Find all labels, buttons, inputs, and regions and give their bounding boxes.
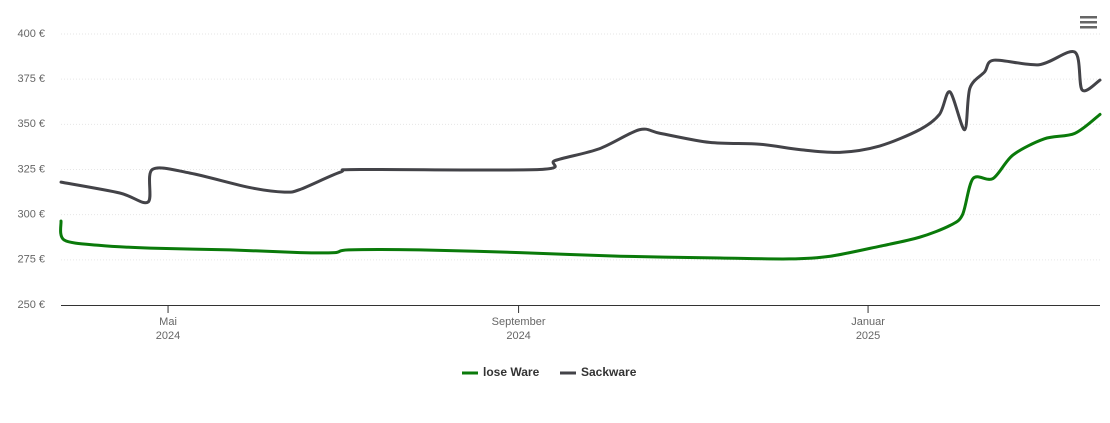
series-line (59, 112, 1102, 261)
y-tick-label: 275 € (17, 254, 45, 266)
y-tick-label: 400 € (17, 28, 45, 40)
x-tick-label: 2024 (506, 330, 530, 342)
x-tick-label: 2024 (156, 330, 180, 342)
legend-label: Sackware (581, 365, 637, 379)
menu-bar (1080, 16, 1097, 19)
menu-bar (1080, 21, 1097, 24)
menu-bar (1080, 26, 1097, 29)
x-tick-label: Mai (159, 316, 177, 328)
menu-icon[interactable] (1080, 16, 1097, 29)
legend: lose Ware Sackware (462, 365, 637, 379)
x-tick-label: September (492, 316, 546, 328)
y-tick-label: 350 € (17, 118, 45, 130)
x-tick-label: Januar (851, 316, 885, 328)
x-tick-label: 2025 (856, 330, 880, 342)
y-tick-label: 375 € (17, 73, 45, 85)
legend-label: lose Ware (483, 365, 540, 379)
series-line (59, 50, 1102, 205)
y-tick-label: 325 € (17, 163, 45, 175)
y-tick-label: 250 € (17, 299, 45, 311)
y-tick-label: 300 € (17, 209, 45, 221)
